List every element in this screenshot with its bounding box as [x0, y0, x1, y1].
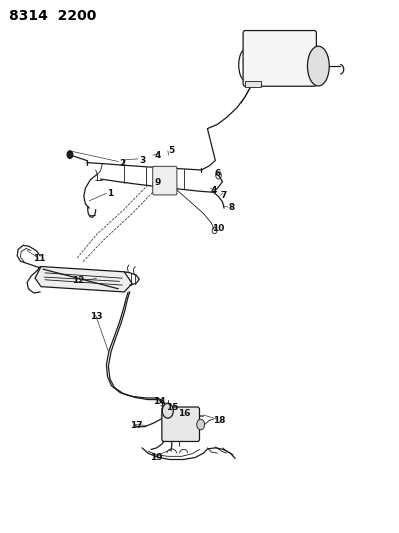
Ellipse shape	[308, 46, 329, 86]
FancyBboxPatch shape	[153, 166, 177, 195]
Text: 10: 10	[212, 224, 225, 233]
Text: 8: 8	[228, 203, 234, 212]
FancyBboxPatch shape	[162, 407, 200, 441]
Text: 15: 15	[166, 402, 179, 411]
Circle shape	[162, 403, 173, 418]
Text: 11: 11	[33, 254, 45, 263]
Text: 6: 6	[214, 168, 221, 177]
Text: 14: 14	[153, 397, 166, 406]
Polygon shape	[35, 266, 132, 292]
Text: 2: 2	[119, 159, 125, 167]
Text: 13: 13	[90, 312, 103, 321]
Text: 1: 1	[107, 189, 113, 198]
Text: 12: 12	[72, 276, 85, 285]
Text: 4: 4	[155, 151, 161, 160]
Text: 9: 9	[155, 178, 161, 187]
Text: 5: 5	[169, 147, 175, 156]
Text: 18: 18	[213, 416, 225, 425]
Text: 4: 4	[210, 185, 217, 195]
Text: 3: 3	[139, 156, 145, 165]
Text: 8314  2200: 8314 2200	[9, 10, 97, 23]
Circle shape	[197, 419, 205, 430]
FancyBboxPatch shape	[243, 30, 316, 86]
Bar	[245, 81, 261, 87]
Circle shape	[67, 151, 73, 158]
Text: 7: 7	[220, 191, 227, 200]
Text: 19: 19	[150, 453, 162, 462]
Text: 17: 17	[130, 421, 142, 430]
Text: 16: 16	[178, 409, 191, 418]
